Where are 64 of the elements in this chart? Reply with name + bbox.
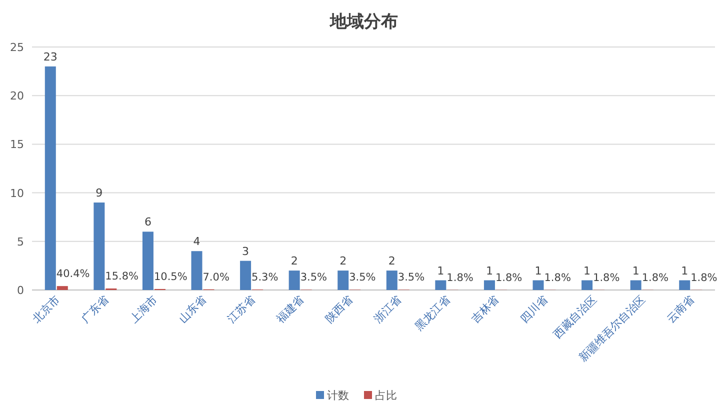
- x-tick-label: 云南省: [664, 292, 697, 326]
- data-label: 6: [144, 216, 152, 229]
- data-label: 1: [681, 264, 688, 278]
- bar: [630, 280, 642, 290]
- x-tick-label: 上海市: [128, 292, 160, 326]
- data-label: 4: [193, 235, 200, 248]
- bar: [338, 270, 349, 290]
- data-label: 1: [534, 264, 542, 278]
- data-label: 1.8%: [495, 272, 522, 284]
- data-label: 2: [340, 254, 347, 268]
- x-tick-label: 山东省: [176, 292, 209, 326]
- y-tick-label: 5: [17, 235, 24, 248]
- x-tick-label: 广东省: [78, 292, 112, 326]
- x-tick-label: 北京市: [30, 292, 63, 326]
- bar: [532, 280, 544, 290]
- data-label: 7.0%: [202, 271, 230, 284]
- x-tick-label: 浙江省: [371, 292, 404, 326]
- x-tick-label: 福建省: [274, 292, 306, 326]
- data-label: 1: [486, 264, 493, 278]
- data-label: 3.5%: [398, 272, 425, 284]
- bar: [679, 280, 690, 290]
- data-label: 40.4%: [56, 268, 90, 280]
- data-label: 5.3%: [252, 271, 278, 284]
- y-tick-label: 25: [10, 41, 24, 54]
- data-label: 1: [437, 264, 444, 278]
- data-label: 1: [632, 264, 640, 278]
- bar: [44, 66, 56, 290]
- bar: [191, 251, 202, 290]
- data-label: 10.5%: [154, 270, 188, 283]
- data-label: 15.8%: [105, 270, 139, 282]
- y-tick-label: 20: [10, 90, 24, 103]
- bar: [142, 232, 154, 290]
- data-label: 1.8%: [642, 272, 669, 284]
- data-label: 1: [584, 264, 591, 278]
- data-label: 9: [96, 186, 103, 200]
- bar: [288, 270, 300, 290]
- data-label: 3.5%: [300, 272, 328, 284]
- legend-label: 占比: [375, 389, 397, 402]
- legend-label: 计数: [327, 389, 349, 402]
- x-tick-label: 吉林省: [469, 292, 502, 326]
- data-label: 1.8%: [690, 272, 718, 284]
- x-tick-label: 黑龙江省: [412, 292, 453, 334]
- bar: [240, 260, 252, 290]
- data-label: 23: [43, 50, 58, 64]
- x-tick-label: 四川省: [518, 292, 550, 326]
- bar: [484, 280, 495, 290]
- chart-title: 地域分布: [329, 12, 398, 32]
- y-tick-label: 10: [10, 186, 24, 200]
- y-tick-label: 0: [17, 284, 24, 297]
- bar: [582, 280, 593, 290]
- data-label: 1.8%: [544, 272, 571, 284]
- bar: [386, 270, 398, 290]
- bar: [56, 286, 68, 290]
- data-label: 2: [290, 254, 298, 268]
- data-label: 3.5%: [349, 272, 376, 284]
- bar: [94, 202, 105, 290]
- data-label: 2: [388, 254, 396, 268]
- data-label: 3: [242, 244, 250, 258]
- x-tick-label: 陕西省: [322, 292, 356, 326]
- data-label: 1.8%: [593, 272, 620, 284]
- data-label: 1.8%: [446, 272, 474, 284]
- x-tick-label: 江苏省: [225, 292, 258, 326]
- bar: [435, 280, 446, 290]
- y-tick-label: 15: [10, 138, 24, 152]
